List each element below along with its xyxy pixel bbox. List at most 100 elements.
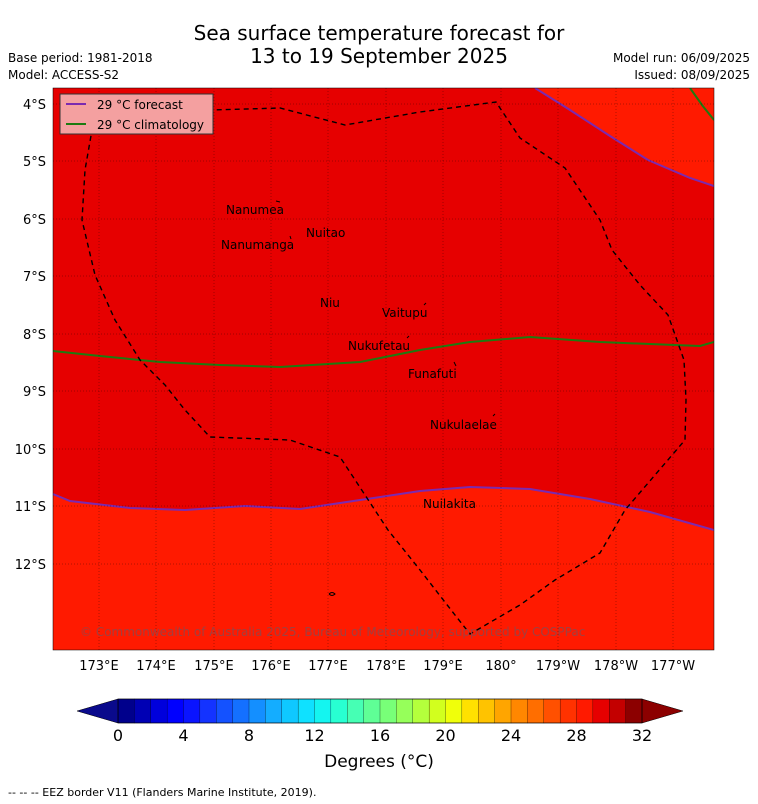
colorbar-cell — [412, 698, 430, 724]
lat-label: 9°S — [23, 385, 46, 400]
colorbar-cell — [592, 698, 610, 724]
colorbar-cell — [199, 698, 217, 724]
climatology-contour — [53, 335, 714, 369]
lat-label: 5°S — [23, 155, 46, 170]
map-frame — [52, 87, 715, 651]
colorbar-tick: 20 — [435, 726, 455, 745]
colorbar-cell — [281, 698, 299, 724]
island-label-niu: Niu — [320, 296, 340, 310]
title-line-2: 13 to 19 September 2025 — [250, 44, 508, 68]
colorbar-cell — [330, 698, 348, 724]
colorbar-tick: 12 — [304, 726, 324, 745]
legend: 29 °C forecast 29 °C climatology — [59, 93, 214, 135]
lat-label: 8°S — [23, 328, 46, 343]
gridlines — [53, 88, 714, 650]
colorbar-cell — [461, 698, 479, 724]
map-svg: Nanumea Nuitao Nanumanga Niu Vaitupu Nuk… — [15, 87, 715, 745]
colorbar-tick: 8 — [244, 726, 254, 745]
colorbar-cell — [396, 698, 414, 724]
lon-label: 179°E — [423, 659, 463, 674]
colorbar-cell — [166, 698, 184, 724]
meta-right: Model run: 06/09/2025 Issued: 08/09/2025 — [613, 50, 750, 84]
colorbar-frame — [117, 698, 643, 724]
colorbar-cell — [428, 698, 446, 724]
island-mark-nukulaelae — [492, 413, 496, 417]
lat-label: 11°S — [15, 500, 46, 515]
colorbar-label: Degrees (°C) — [324, 752, 434, 772]
colorbar-cell — [216, 698, 234, 724]
colorbar-cell — [543, 698, 561, 724]
lon-label: 178°W — [594, 659, 638, 674]
colorbar-cell — [559, 698, 577, 724]
lat-label: 7°S — [23, 270, 46, 285]
lon-label: 179°W — [536, 659, 580, 674]
forecast-contour-northeast — [534, 88, 714, 187]
colorbar-tick: 24 — [501, 726, 521, 745]
lat-label: 12°S — [15, 558, 46, 573]
island-label-nuitao: Nuitao — [306, 226, 345, 240]
colorbar-tick: 28 — [566, 726, 586, 745]
colorbar-tick: 16 — [370, 726, 390, 745]
eez-footnote: -- -- -- EEZ border V11 (Flanders Marine… — [8, 786, 317, 799]
island-mark-vaitupu — [423, 302, 427, 306]
colorbar-cell — [150, 698, 168, 724]
chart-title: Sea surface temperature forecast for 13 … — [0, 22, 758, 68]
colorbar-extend-low — [76, 698, 119, 724]
colorbar-cell — [379, 698, 397, 724]
island-label-nukufetau: Nukufetau — [348, 339, 410, 353]
colorbar-cell — [265, 698, 283, 724]
colorbar-tick: 32 — [632, 726, 652, 745]
colorbar-cell — [248, 698, 266, 724]
island-label-nuilakita: Nuilakita — [423, 497, 476, 511]
island-label-nanumanga: Nanumanga — [221, 238, 294, 252]
lon-label: 173°E — [79, 659, 119, 674]
lat-label: 10°S — [15, 443, 46, 458]
island-mark-funafuti — [453, 361, 457, 367]
island-mark-nukufetau — [406, 335, 410, 339]
lon-axis: 173°E 174°E 175°E 176°E 177°E 178°E 179°… — [79, 659, 695, 674]
legend-box — [59, 93, 214, 135]
lat-label: 6°S — [23, 213, 46, 228]
island-label-funafuti: Funafuti — [408, 367, 457, 381]
colorbar-cell — [297, 698, 315, 724]
climatology-contour-corner — [689, 88, 714, 121]
colorbar-extend-high — [641, 698, 684, 724]
colorbar-cell — [117, 698, 135, 724]
forecast-contour-south — [53, 485, 714, 531]
lon-label: 175°E — [194, 659, 234, 674]
colorbar-cell — [576, 698, 594, 724]
colorbar-cell — [609, 698, 627, 724]
island-labels: Nanumea Nuitao Nanumanga Niu Vaitupu Nuk… — [221, 200, 497, 511]
colorbar-cell — [510, 698, 528, 724]
colorbar-cell — [347, 698, 365, 724]
colorbar-cell — [314, 698, 332, 724]
copyright-text: © Commonwealth of Australia 2025, Bureau… — [80, 625, 585, 639]
colorbar-cell — [363, 698, 381, 724]
meta-left: Base period: 1981-2018 Model: ACCESS-S2 — [8, 50, 153, 84]
lat-label: 4°S — [23, 98, 46, 113]
lat-axis: 4°S 5°S 6°S 7°S 8°S 9°S 10°S 11°S 12°S — [15, 98, 46, 573]
legend-label-forecast: 29 °C forecast — [97, 98, 183, 112]
lon-label: 174°E — [136, 659, 176, 674]
model-run: Model run: 06/09/2025 — [612, 51, 750, 65]
colorbar-cell — [625, 698, 643, 724]
colorbar-cell — [183, 698, 201, 724]
title-line-1: Sea surface temperature forecast for — [193, 21, 565, 45]
legend-label-climatology: 29 °C climatology — [97, 118, 204, 132]
island-mark-nanumanga — [289, 235, 292, 240]
island-label-nukulaelae: Nukulaelae — [430, 418, 497, 432]
lon-label: 180° — [485, 659, 516, 674]
model-name: Model: ACCESS-S2 — [8, 68, 120, 82]
map-area: Nanumea Nuitao Nanumanga Niu Vaitupu Nuk… — [53, 88, 714, 650]
island-label-vaitupu: Vaitupu — [382, 306, 428, 320]
colorbar-tick: 4 — [178, 726, 188, 745]
reef-mark — [328, 592, 336, 596]
colorbar-cell — [478, 698, 496, 724]
colorbar-cell — [445, 698, 463, 724]
lon-label: 176°E — [251, 659, 291, 674]
issued-date: Issued: 08/09/2025 — [634, 68, 750, 82]
colorbar-cell — [527, 698, 545, 724]
lon-label: 177°E — [308, 659, 348, 674]
colorbar-cell — [494, 698, 512, 724]
colorbar-tick: 0 — [113, 726, 123, 745]
